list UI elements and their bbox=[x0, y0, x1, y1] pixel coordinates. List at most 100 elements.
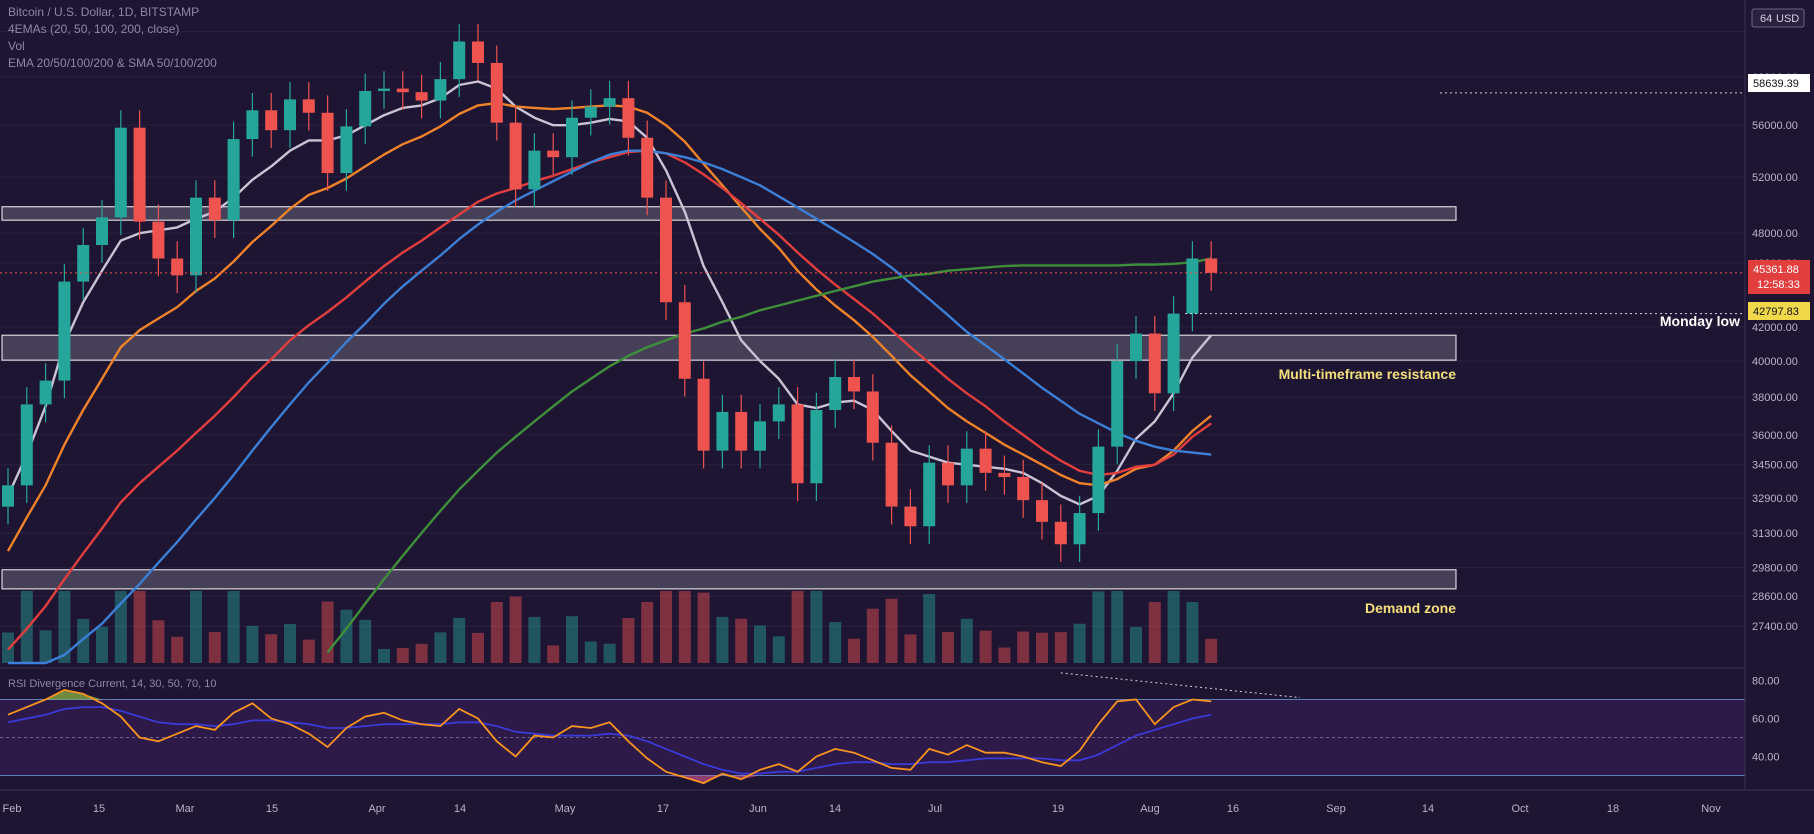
candle-50 bbox=[942, 462, 954, 486]
volume-bar-21 bbox=[396, 647, 409, 663]
volume-bar-19 bbox=[359, 619, 372, 663]
current-price-value: 45361.88 bbox=[1753, 264, 1799, 276]
candle-10 bbox=[190, 197, 202, 276]
candle-11 bbox=[208, 197, 221, 221]
time-tick-17: 18 bbox=[1607, 803, 1619, 815]
volume-bar-63 bbox=[1186, 601, 1199, 663]
volume-bar-36 bbox=[678, 591, 691, 663]
resistance-annotation: Multi-timeframe resistance bbox=[1279, 366, 1457, 382]
volume-bar-57 bbox=[1073, 623, 1086, 663]
rsi-tick-2: 40.00 bbox=[1752, 752, 1780, 764]
time-axis[interactable]: Feb 15 Mar 15 Apr 14 May 17 Jun 14 Jul 19 Aug 16 Sep 14… bbox=[3, 803, 1722, 815]
ma-legend[interactable]: EMA 20/50/100/200 & SMA 50/100/200 bbox=[8, 56, 217, 70]
candle-1 bbox=[20, 404, 33, 486]
rsi-tick-0: 80.00 bbox=[1752, 676, 1780, 688]
candles[interactable] bbox=[2, 24, 1218, 562]
volume-bar-54 bbox=[1017, 631, 1030, 663]
volume-bar-44 bbox=[829, 622, 842, 663]
candle-7 bbox=[133, 127, 146, 222]
price-tick-3: 52000.00 bbox=[1752, 172, 1798, 184]
time-tick-12: Aug bbox=[1140, 803, 1160, 815]
volume-bar-16 bbox=[302, 639, 315, 663]
rsi-label: RSI Divergence Current, 14, 30, 50, 70, … bbox=[8, 678, 217, 690]
candle-36 bbox=[678, 302, 691, 379]
rsi-fill-4-70 bbox=[64, 690, 84, 700]
time-tick-5: 14 bbox=[454, 803, 466, 815]
candle-61 bbox=[1148, 333, 1161, 394]
candle-15 bbox=[284, 99, 296, 131]
candle-39 bbox=[735, 411, 748, 451]
candle-49 bbox=[923, 462, 936, 527]
candle-40 bbox=[754, 421, 766, 451]
time-tick-9: 14 bbox=[829, 803, 841, 815]
volume-bar-25 bbox=[472, 632, 484, 663]
volume-bar-61 bbox=[1148, 601, 1161, 663]
current-price-label: 45361.88 12:58:33 bbox=[1748, 260, 1810, 294]
candle-8 bbox=[152, 221, 165, 259]
volume-bar-47 bbox=[885, 598, 898, 663]
volume-bar-64 bbox=[1205, 638, 1218, 663]
candle-54 bbox=[1017, 477, 1030, 501]
volume-bar-30 bbox=[566, 616, 578, 663]
volume-bar-49 bbox=[923, 594, 936, 663]
rsi-pane bbox=[0, 672, 1745, 785]
volume-bar-46 bbox=[866, 608, 879, 663]
price-tick-8: 38000.00 bbox=[1752, 392, 1798, 404]
candle-41 bbox=[772, 404, 785, 422]
price-tick-11: 32900.00 bbox=[1752, 493, 1798, 505]
currency-badge[interactable]: 64 USD bbox=[1751, 8, 1805, 28]
candle-18 bbox=[340, 126, 353, 174]
candle-24 bbox=[453, 41, 466, 80]
candle-16 bbox=[302, 99, 315, 113]
volume-bar-17 bbox=[321, 601, 334, 663]
price-tick-15: 27400.00 bbox=[1752, 621, 1798, 633]
ema-legend[interactable]: 4EMAs (20, 50, 100, 200, close) bbox=[8, 22, 180, 36]
volume-bar-29 bbox=[547, 645, 560, 663]
zones bbox=[1, 206, 1457, 590]
candle-59 bbox=[1111, 361, 1124, 447]
candle-63 bbox=[1186, 258, 1199, 314]
volume-bar-15 bbox=[284, 624, 296, 663]
candle-6 bbox=[114, 127, 127, 218]
time-tick-14: Sep bbox=[1326, 803, 1346, 815]
candle-13 bbox=[246, 110, 259, 140]
candle-38 bbox=[716, 411, 729, 451]
candle-26 bbox=[490, 62, 503, 123]
candle-44 bbox=[829, 376, 842, 411]
volume-bar-3 bbox=[58, 591, 71, 663]
candle-33 bbox=[622, 98, 635, 138]
candle-23 bbox=[434, 79, 447, 101]
volume-bar-9 bbox=[171, 636, 184, 663]
candle-22 bbox=[415, 92, 428, 101]
candle-4 bbox=[77, 245, 90, 282]
symbol-legend[interactable]: Bitcoin / U.S. Dollar, 1D, BITSTAMP bbox=[8, 5, 200, 19]
volume-bar-37 bbox=[697, 592, 710, 663]
candle-43 bbox=[810, 410, 823, 484]
candle-30 bbox=[566, 117, 578, 158]
axis-top-badge: 64 bbox=[1760, 13, 1772, 25]
volume-bar-40 bbox=[754, 625, 766, 663]
volume-bar-14 bbox=[265, 634, 278, 663]
candle-25 bbox=[472, 41, 484, 63]
price-tick-12: 31300.00 bbox=[1752, 528, 1798, 540]
candle-29 bbox=[547, 150, 560, 158]
candle-34 bbox=[641, 137, 654, 198]
candle-2 bbox=[39, 380, 52, 405]
volume-bar-42 bbox=[791, 591, 804, 663]
time-tick-4: Apr bbox=[368, 803, 385, 815]
candle-58 bbox=[1092, 446, 1105, 514]
volume-bar-20 bbox=[378, 648, 390, 663]
time-tick-11: 19 bbox=[1052, 803, 1064, 815]
ema100-line bbox=[7, 149, 1212, 651]
price-tick-4: 48000.00 bbox=[1752, 228, 1798, 240]
volume-bar-41 bbox=[772, 636, 785, 663]
time-tick-18: Nov bbox=[1701, 803, 1721, 815]
monday-low-label: 42797.83 bbox=[1748, 302, 1810, 320]
candle-55 bbox=[1036, 500, 1048, 522]
demand-annotation: Demand zone bbox=[1365, 600, 1456, 616]
volume-legend[interactable]: Vol bbox=[8, 39, 25, 53]
candle-14 bbox=[265, 110, 278, 131]
